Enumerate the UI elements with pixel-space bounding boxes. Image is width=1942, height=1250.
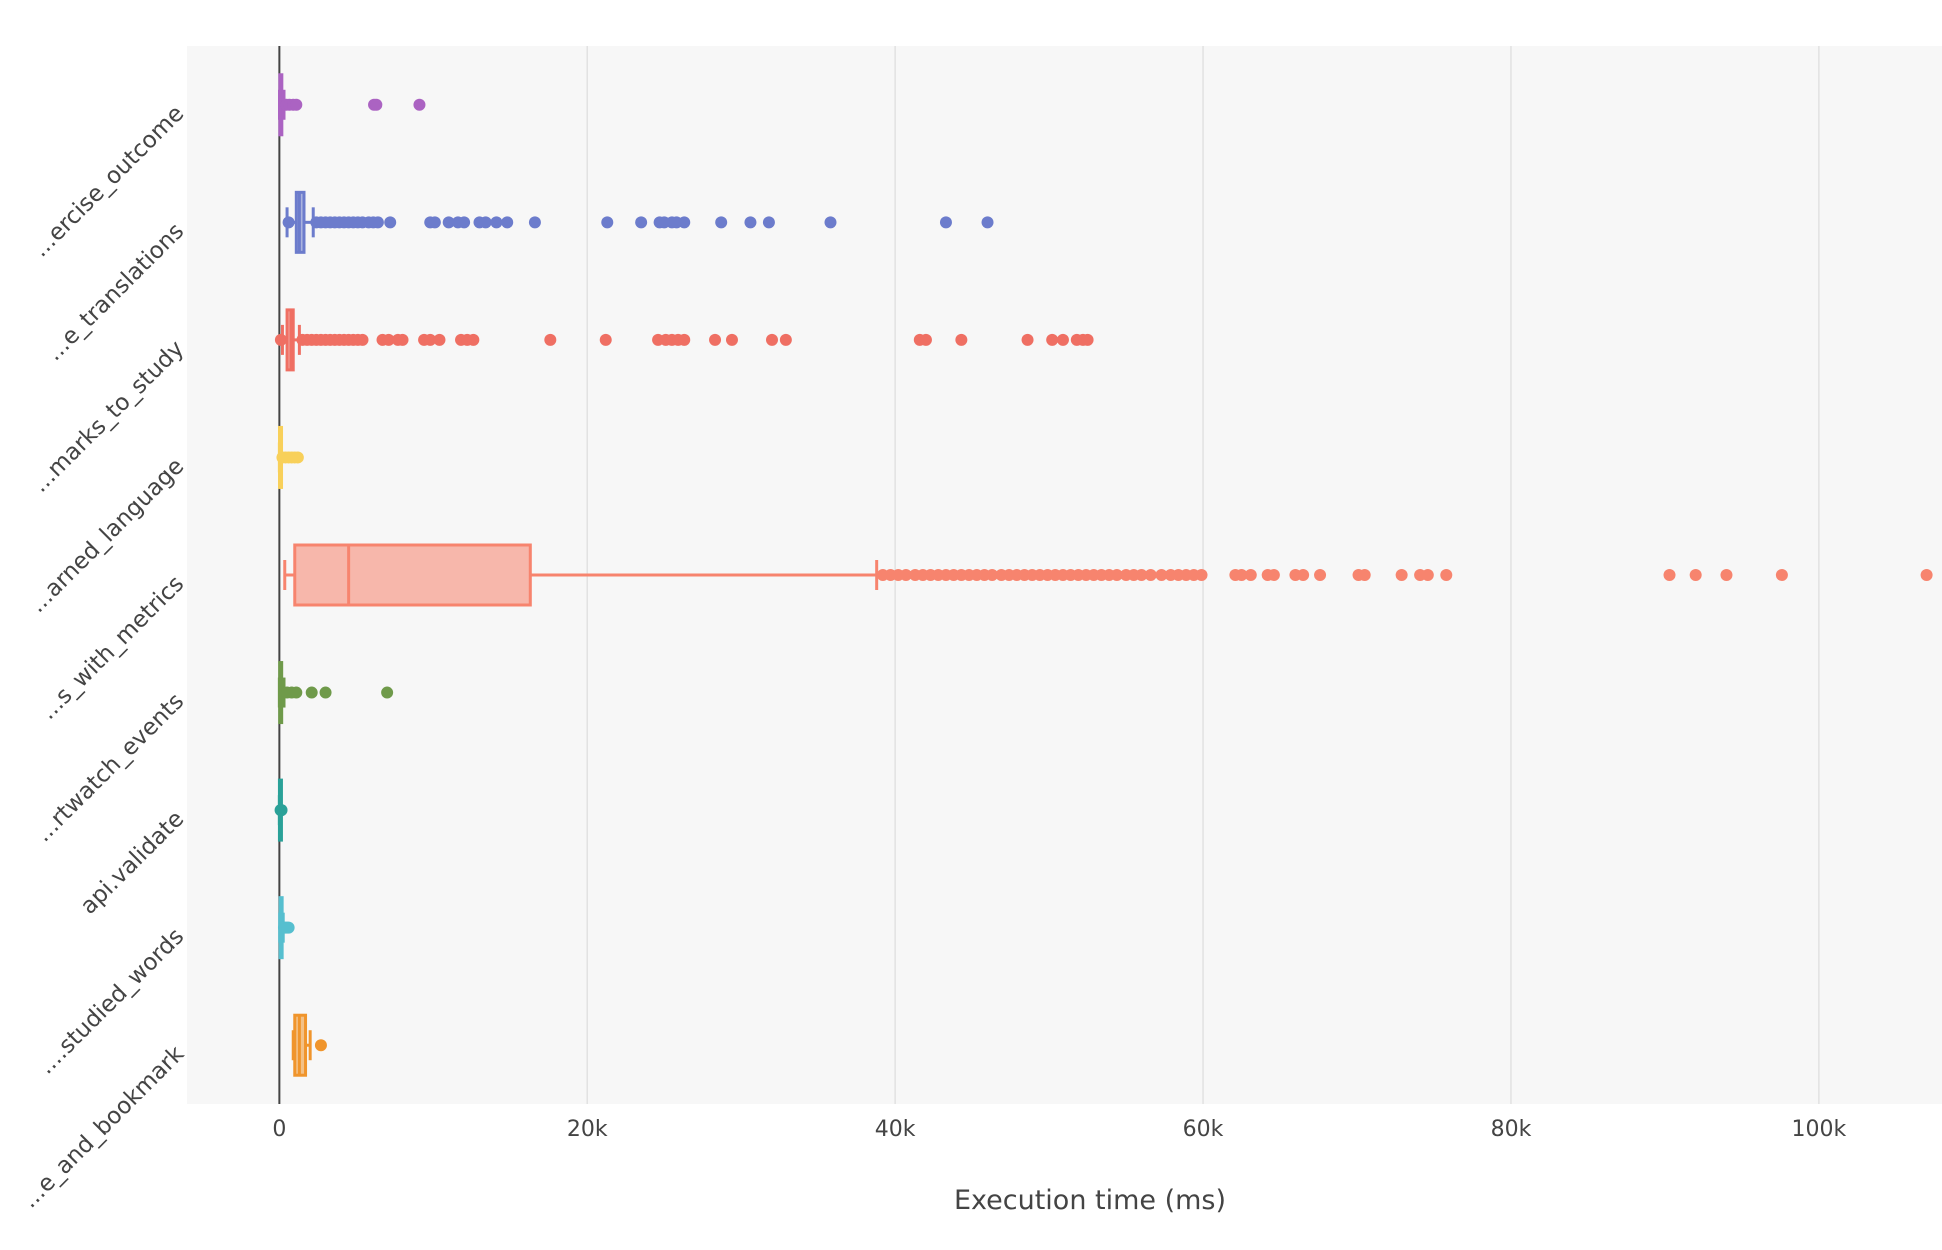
y-tick-label: api.validate	[76, 806, 190, 920]
outlier-point	[1144, 569, 1157, 581]
outlier-point	[762, 216, 775, 229]
x-tick-label: 20k	[567, 1117, 608, 1142]
outlier-point	[381, 686, 394, 699]
outlier-point	[709, 333, 722, 346]
outlier-point	[939, 216, 952, 229]
outlier-point	[442, 216, 455, 229]
x-axis-title: Execution time (ms)	[954, 1185, 1226, 1216]
outlier-point	[1110, 569, 1123, 581]
outlier-point	[1021, 333, 1034, 346]
outlier-point	[1135, 569, 1148, 581]
y-axis-ticks: ...ercise_outcome...e_translations...mar…	[17, 101, 190, 1214]
outlier-point	[1314, 569, 1327, 581]
outlier-point	[919, 333, 932, 346]
outlier-point	[458, 216, 471, 229]
outlier-point	[1689, 569, 1702, 581]
outlier-point	[981, 216, 994, 229]
series-6	[274, 778, 288, 842]
outlier-point	[1775, 569, 1788, 581]
outlier-point	[282, 216, 295, 229]
x-tick-label: 100k	[1791, 1117, 1846, 1142]
outlier-point	[1056, 333, 1069, 346]
outlier-point	[1235, 569, 1248, 581]
outlier-point	[1297, 569, 1310, 581]
outlier-point	[396, 333, 409, 346]
outlier-point	[384, 216, 397, 229]
x-tick-label: 60k	[1183, 1117, 1224, 1142]
outlier-point	[766, 333, 778, 346]
outlier-point	[290, 98, 303, 111]
outlier-point	[744, 216, 757, 229]
outlier-point	[1440, 569, 1453, 581]
outlier-point	[715, 216, 728, 229]
outlier-point	[501, 216, 514, 229]
outlier-point	[479, 216, 492, 229]
series-1	[282, 190, 994, 254]
outlier-point	[1244, 569, 1257, 581]
outlier-point	[678, 333, 691, 346]
outlier-point	[601, 216, 614, 229]
outlier-point	[1081, 333, 1094, 346]
outlier-point	[290, 686, 303, 699]
series-4	[283, 543, 1933, 607]
outlier-point	[599, 333, 612, 346]
series-8	[291, 1013, 327, 1077]
outlier-point	[356, 333, 369, 346]
outlier-point	[305, 686, 318, 699]
outlier-point	[1421, 569, 1434, 581]
x-axis-ticks: 0 20k 40k 60k 80k 100k	[272, 1117, 1846, 1142]
outlier-point	[413, 98, 426, 111]
outlier-point	[544, 333, 557, 346]
outlier-point	[282, 921, 295, 934]
outlier-point	[528, 216, 541, 229]
series-0	[278, 73, 426, 137]
outlier-point	[275, 804, 288, 817]
outlier-point	[824, 216, 837, 229]
series-group	[274, 73, 1933, 1077]
outlier-point	[319, 686, 332, 699]
outlier-point	[1663, 569, 1676, 581]
outlier-point	[370, 98, 383, 111]
x-tick-label: 0	[272, 1117, 286, 1142]
series-7	[277, 896, 295, 960]
outlier-point	[1267, 569, 1280, 581]
outlier-point	[1358, 569, 1371, 581]
outlier-point	[382, 333, 395, 346]
outlier-point	[986, 569, 999, 581]
series-2	[274, 308, 1094, 372]
outlier-point	[467, 333, 480, 346]
outlier-point	[1395, 569, 1408, 581]
outlier-point	[955, 333, 968, 346]
outlier-point	[635, 216, 648, 229]
outlier-point	[291, 451, 304, 464]
outlier-point	[1920, 569, 1933, 581]
series-3	[276, 425, 304, 489]
outlier-point	[490, 216, 503, 229]
outlier-point	[433, 333, 446, 346]
outlier-point	[678, 216, 691, 229]
outlier-point	[1155, 569, 1168, 581]
outlier-point	[428, 216, 441, 229]
x-tick-label: 80k	[1491, 1117, 1532, 1142]
outlier-point	[1195, 569, 1208, 581]
outlier-point	[314, 1039, 327, 1052]
outlier-point	[1046, 333, 1059, 346]
outlier-point	[1720, 569, 1733, 581]
outlier-point	[725, 333, 738, 346]
box	[293, 543, 532, 607]
series-5	[277, 661, 394, 725]
outlier-point	[424, 333, 437, 346]
outlier-point	[371, 216, 384, 229]
x-tick-label: 40k	[875, 1117, 916, 1142]
outlier-point	[899, 569, 912, 581]
outlier-point	[779, 333, 792, 346]
outlier-point	[274, 333, 287, 346]
